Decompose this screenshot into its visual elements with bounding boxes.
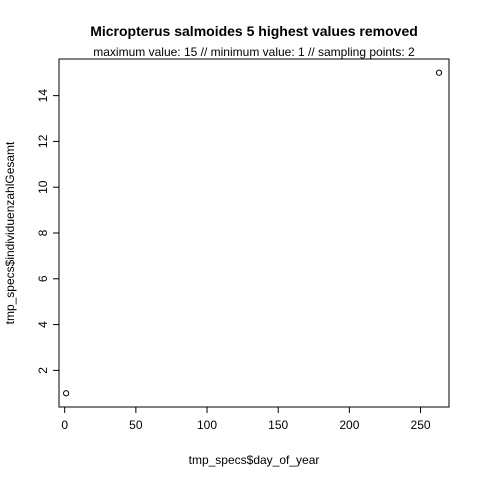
x-axis: 0 50 100 150 200 250 bbox=[61, 407, 431, 432]
y-axis: 2 4 6 8 10 12 14 bbox=[36, 89, 59, 374]
y-tick-label: 4 bbox=[36, 321, 50, 328]
x-tick-label: 200 bbox=[339, 418, 359, 432]
y-tick-label: 10 bbox=[36, 180, 50, 194]
x-tick-label: 150 bbox=[268, 418, 288, 432]
y-tick-label: 12 bbox=[36, 134, 50, 148]
x-tick-label: 0 bbox=[61, 418, 68, 432]
y-tick-label: 8 bbox=[36, 229, 50, 236]
y-tick-label: 2 bbox=[36, 367, 50, 374]
x-tick-label: 50 bbox=[129, 418, 143, 432]
y-tick-label: 14 bbox=[36, 89, 50, 103]
data-point bbox=[435, 69, 443, 76]
data-points bbox=[63, 69, 443, 397]
y-tick-label: 6 bbox=[36, 275, 50, 282]
x-tick-label: 100 bbox=[197, 418, 217, 432]
x-tick-label: 250 bbox=[411, 418, 431, 432]
chart-subtitle: maximum value: 15 // minimum value: 1 //… bbox=[93, 45, 415, 59]
y-axis-label: tmp_specs$individuenzahlGesamt bbox=[3, 141, 17, 324]
plot-frame bbox=[58, 58, 450, 408]
chart-title: Micropterus salmoides 5 highest values r… bbox=[90, 23, 418, 39]
x-axis-label: tmp_specs$day_of_year bbox=[189, 453, 320, 467]
data-point bbox=[63, 390, 70, 397]
